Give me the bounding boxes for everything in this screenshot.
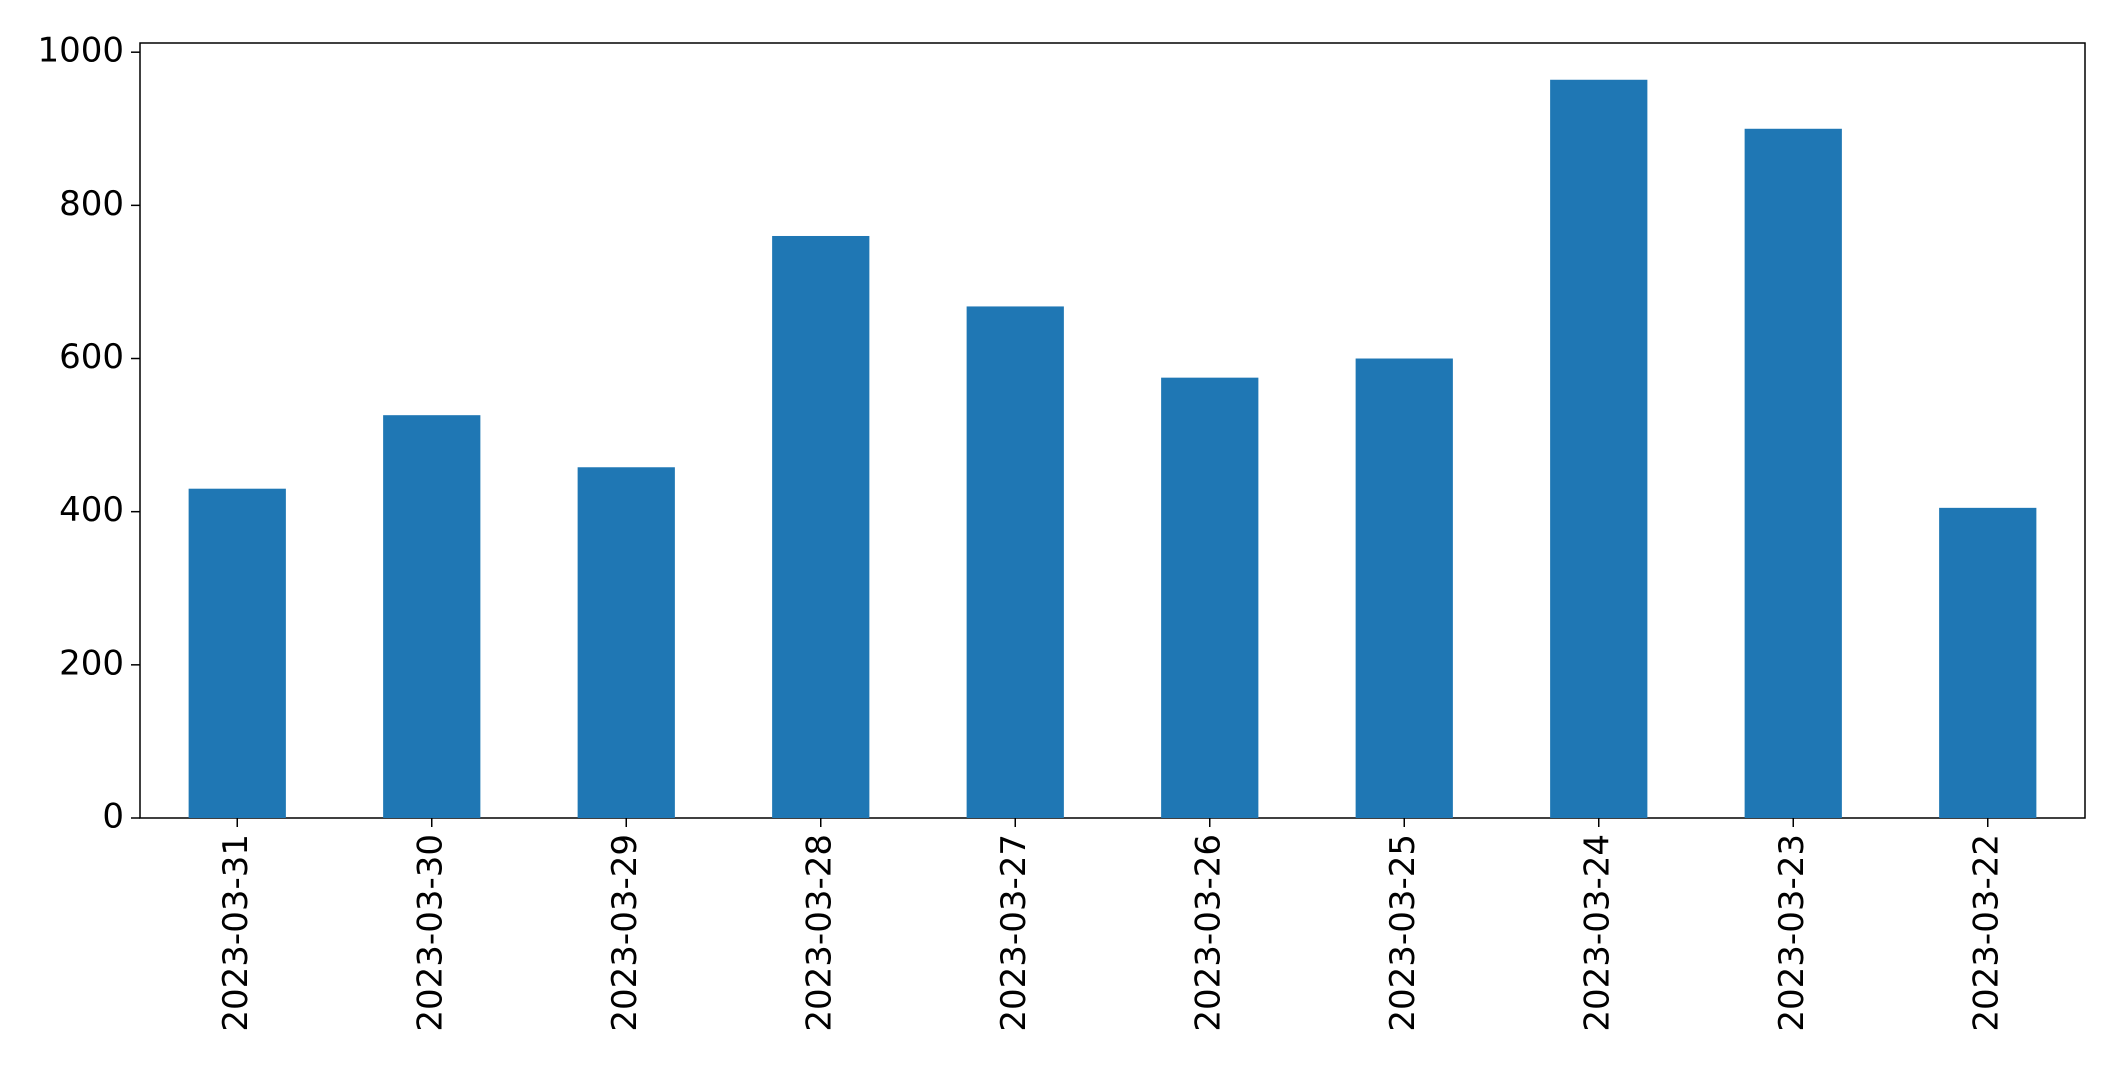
x-tick-label: 2023-03-28 (799, 834, 839, 1032)
x-tick-label: 2023-03-27 (994, 834, 1034, 1032)
x-tick-label: 2023-03-26 (1188, 834, 1228, 1032)
x-tick-label: 2023-03-30 (410, 834, 450, 1032)
y-tick-label: 600 (59, 337, 124, 377)
bar (383, 415, 481, 818)
y-tick-label: 200 (59, 643, 124, 683)
x-tick-label: 2023-03-25 (1383, 834, 1423, 1032)
y-tick-label: 400 (59, 490, 124, 530)
x-tick-label: 2023-03-24 (1577, 834, 1617, 1032)
axes-frame (139, 42, 2086, 819)
bar (188, 488, 286, 818)
bar (1550, 79, 1648, 818)
x-tick-label: 2023-03-31 (216, 834, 256, 1032)
x-tick-label: 2023-03-23 (1772, 834, 1812, 1032)
y-tick-label: 1000 (37, 31, 124, 71)
bar (966, 306, 1064, 818)
y-tick-label: 0 (102, 797, 124, 837)
bar (1744, 128, 1842, 818)
bar (1355, 358, 1453, 818)
x-tick-label: 2023-03-22 (1966, 834, 2006, 1032)
x-tick-label: 2023-03-29 (605, 834, 645, 1032)
bar (1939, 507, 2037, 818)
bar (577, 467, 675, 818)
y-tick-label: 800 (59, 184, 124, 224)
bar (1161, 377, 1259, 818)
bar (772, 235, 870, 818)
